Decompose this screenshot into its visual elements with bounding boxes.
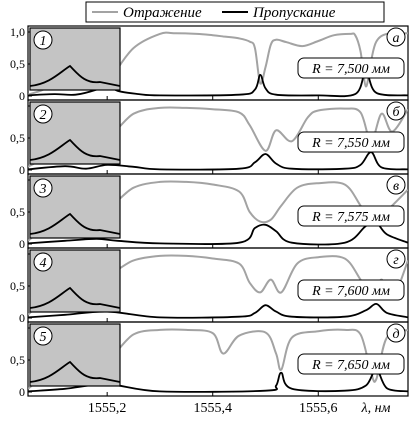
panel-number-circle: [33, 104, 53, 124]
panel-number-circle: [33, 326, 53, 346]
panel-letter-circle: [386, 101, 406, 121]
inset-transmission: [29, 360, 121, 383]
radius-label-box: [297, 353, 405, 375]
radius-label: R = 7,600 мм: [311, 284, 390, 299]
panel-letter-circle: [386, 27, 406, 47]
panel-number-circle: [33, 30, 53, 50]
y-tick-label: 0: [19, 311, 25, 325]
y-tick-label: 0: [19, 237, 25, 251]
y-tick-label: 0: [19, 163, 25, 177]
radius-label: R = 7,650 мм: [311, 358, 390, 373]
panel-number: 1: [40, 34, 47, 49]
x-tick-label: 1555,4: [193, 401, 232, 416]
panel-5: 0 0,5 5 д R = 7,650 мм: [10, 321, 409, 399]
series-transmission: [28, 151, 408, 171]
panel-letter-circle: [386, 249, 406, 269]
panel-number: 4: [40, 256, 47, 271]
radius-label-box: [297, 57, 405, 79]
panel-number: 2: [40, 108, 47, 123]
inset-transmission: [29, 212, 121, 235]
y-tick-label: 0,5: [10, 205, 25, 219]
x-tick-label: 1555,2: [88, 401, 127, 416]
panel-letter: г: [393, 253, 399, 268]
radius-label-box: [297, 279, 405, 301]
panel-letter-circle: [386, 323, 406, 343]
panel-2: 0 0,5 2 б R = 7,550 мм: [10, 99, 409, 177]
inset-transmission: [29, 138, 121, 161]
radius-label: R = 7,500 мм: [311, 62, 390, 77]
y-tick-label: 0,5: [10, 131, 25, 145]
panel-number-circle: [33, 178, 53, 198]
panel-number: 3: [39, 182, 47, 197]
radius-label: R = 7,575 мм: [311, 210, 390, 225]
x-axis: 1555,2 1555,4 1555,6 λ, нм: [88, 401, 391, 416]
panel-letter: а: [393, 31, 400, 46]
x-tick-label: 1555,6: [299, 401, 338, 416]
panel-letter: д: [392, 327, 399, 342]
inset-transmission: [29, 286, 121, 309]
panel-letter: в: [393, 179, 399, 194]
inset-transmission: [29, 64, 121, 87]
x-axis-label: λ, нм: [361, 401, 391, 416]
panel-letter: б: [392, 105, 400, 120]
panel-frame: [27, 321, 409, 397]
legend: Отражение Пропускание: [85, 1, 385, 23]
radius-label-box: [297, 205, 405, 227]
panel-4: 0 0,5 4 г R = 7,600 мм: [10, 247, 409, 325]
panel-letter-circle: [386, 175, 406, 195]
radius-label: R = 7,550 мм: [311, 136, 390, 151]
y-tick-label: 0,5: [10, 353, 25, 367]
panel-1: 0 0,5 1,0 1 а R = 7,500 мм: [10, 25, 409, 103]
y-tick-label: 0,5: [10, 279, 25, 293]
panel-3: 0 0,5 3 в R = 7,575 мм: [10, 173, 409, 251]
y-tick-label: 0: [19, 385, 25, 399]
radius-label-box: [297, 131, 405, 153]
panel-number-circle: [33, 252, 53, 272]
y-tick-label: 0: [19, 89, 25, 103]
legend-transmission-label: Пропускание: [252, 5, 336, 21]
legend-reflection-label: Отражение: [123, 5, 202, 21]
y-tick-label: 1,0: [10, 25, 25, 39]
panel-number: 5: [40, 330, 47, 345]
y-tick-label: 0,5: [10, 57, 25, 71]
